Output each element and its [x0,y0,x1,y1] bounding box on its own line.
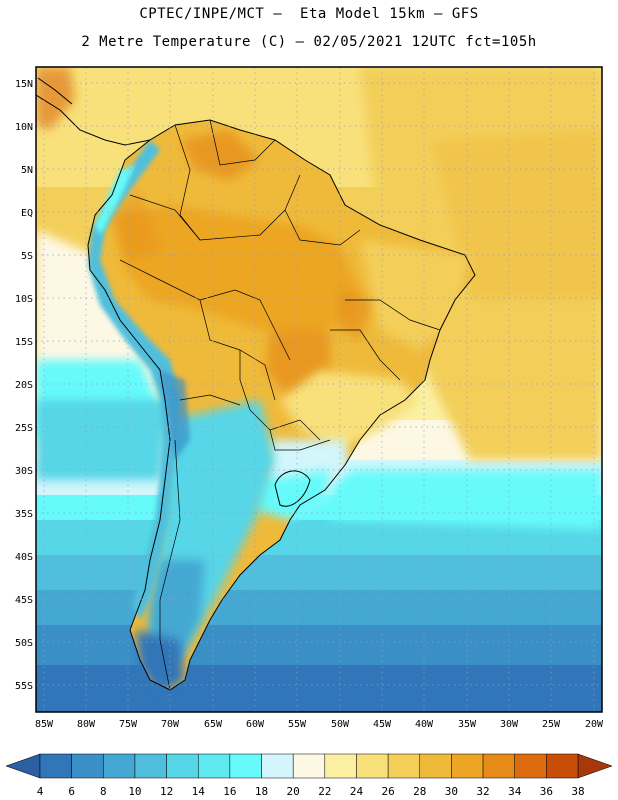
lat-label: 15N [15,79,33,90]
colorbar-label: 36 [540,785,553,798]
colorbar-label: 28 [413,785,426,798]
colorbar-label: 34 [508,785,522,798]
colorbar-label: 20 [287,785,300,798]
colorbar-swatch [134,753,167,779]
lat-label: 30S [15,466,33,477]
colorbar-swatch [39,753,72,779]
colorbar-label: 18 [255,785,268,798]
map-frame [35,66,603,713]
colorbar-right-arrow [577,753,613,779]
lon-label: 30W [500,719,519,730]
lon-label: 50W [331,719,350,730]
lon-label: 35W [458,719,477,730]
lat-label: 15S [15,337,33,348]
colorbar-label: 6 [68,785,75,798]
country-borders [119,119,441,691]
lon-label: 45W [373,719,392,730]
colorbar-swatch [451,753,484,779]
lat-label: 45S [15,595,33,606]
colorbar-swatch [229,753,262,779]
lat-label: 10S [15,294,33,305]
coastline [36,77,476,691]
lon-label: 80W [77,719,96,730]
colorbar-label: 24 [350,785,364,798]
colorbar-label: 16 [223,785,236,798]
lon-label: 75W [119,719,138,730]
lat-labels: 15N 10N 5N EQ 5S 10S 15S 20S 25S 30S 35S… [15,79,33,692]
lat-label: 20S [15,380,33,391]
lon-label: 55W [288,719,307,730]
colorbar-label: 30 [445,785,458,798]
lat-label: 10N [15,122,33,133]
lat-label: 5N [21,165,33,176]
lat-label: 55S [15,681,33,692]
colorbar-label: 38 [571,785,584,798]
lat-label: 40S [15,552,33,563]
lon-label: 85W [35,719,54,730]
colorbar: 4 6 8 10 12 14 16 18 20 22 24 26 28 30 32 34 36 38 [5,753,613,798]
lon-label: 20W [585,719,604,730]
colorbar-label: 4 [37,785,44,798]
colorbar-label: 26 [381,785,394,798]
lat-label: 5S [21,251,33,262]
colorbar-swatch [292,753,326,779]
colorbar-label: 12 [160,785,173,798]
colorbar-swatch [482,753,515,779]
colorbar-swatch [356,753,389,779]
lat-label: 35S [15,509,33,520]
lat-label: 25S [15,423,33,434]
colorbar-swatch [514,753,547,779]
colorbar-swatch [387,753,421,779]
colorbar-label: 22 [318,785,331,798]
chart-title-line2: 2 Metre Temperature (C) – 02/05/2021 12U… [81,34,537,50]
lon-label: 60W [246,719,265,730]
lon-label: 40W [415,719,434,730]
colorbar-swatch [324,753,357,779]
colorbar-label: 10 [128,785,141,798]
lat-label: 50S [15,638,33,649]
colorbar-swatch [166,753,199,779]
lon-label: 65W [204,719,223,730]
colorbar-swatch [546,753,579,779]
chart-title-line1: CPTEC/INPE/MCT – Eta Model 15km – GFS [139,6,479,22]
colorbar-swatch [71,753,104,779]
lat-label: EQ [21,208,33,219]
lon-labels: 85W 80W 75W 70W 65W 60W 55W 50W 45W 40W … [35,719,604,730]
colorbar-swatch [197,753,231,779]
lon-label: 70W [161,719,180,730]
colorbar-swatch [419,753,452,779]
colorbar-label: 32 [476,785,489,798]
colorbar-swatch [261,753,294,779]
colorbar-label: 14 [192,785,206,798]
graticule [36,67,602,712]
temperature-field [36,67,602,712]
colorbar-left-arrow [5,753,41,779]
colorbar-swatch [103,753,136,779]
lon-label: 25W [542,719,561,730]
colorbar-label: 8 [100,785,107,798]
